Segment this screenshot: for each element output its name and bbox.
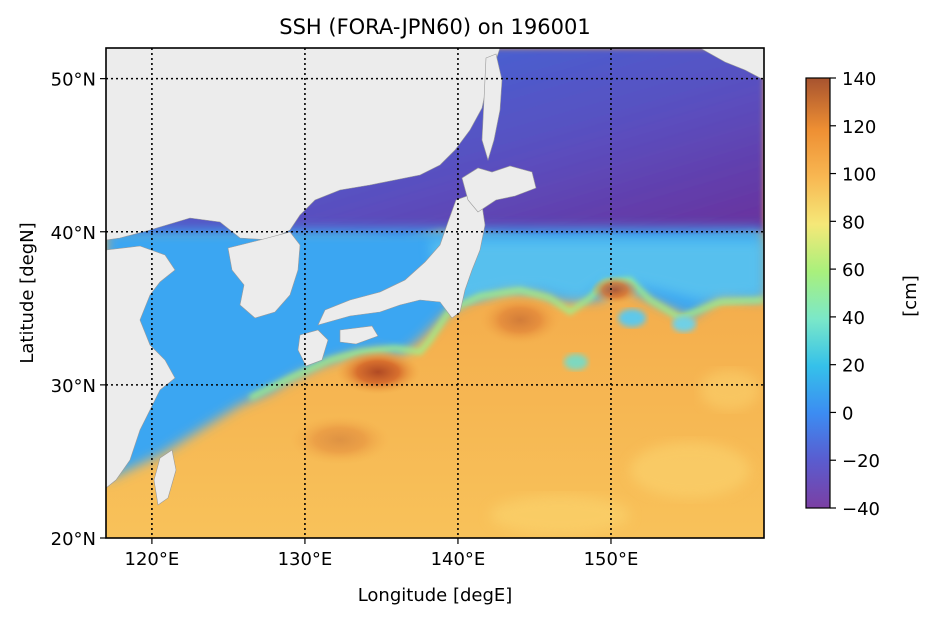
colorbar-tick-label: 140 — [842, 69, 876, 90]
colorbar-tick-label: 40 — [842, 308, 865, 329]
cold-eddy-1 — [618, 309, 646, 327]
land — [106, 48, 764, 506]
warm-eddy-145e — [480, 296, 560, 344]
kuroshio-core — [336, 350, 420, 394]
x-tick-label: 150°E — [584, 549, 639, 570]
y-tick-label: 40°N — [51, 223, 96, 244]
warm-patch-south — [290, 416, 390, 464]
chart-title: SSH (FORA-JPN60) on 196001 — [279, 15, 590, 39]
x-tick-label: 120°E — [125, 549, 180, 570]
y-axis-label: Latitude [degN] — [17, 222, 38, 363]
kuroshio-front — [248, 277, 764, 401]
x-axis: 120°E 130°E 140°E 150°E — [125, 538, 639, 570]
x-tick-label: 130°E — [278, 549, 333, 570]
colorbar-tick-label: −40 — [842, 499, 880, 520]
colorbar-tick-label: −20 — [842, 451, 880, 472]
map-frame — [105, 47, 765, 539]
cold-eddy-2 — [672, 316, 696, 332]
x-tick-label: 140°E — [431, 549, 486, 570]
colorbar-label: [cm] — [900, 275, 921, 316]
colorbar-gradient — [805, 77, 831, 509]
x-axis-label: Longitude [degE] — [358, 585, 513, 606]
colorbar-tick-label: 100 — [842, 165, 876, 186]
yellow-patch-1 — [630, 442, 750, 498]
y-tick-label: 20°N — [51, 529, 96, 550]
cold-eddy-3 — [564, 354, 588, 370]
y-tick-label: 30°N — [51, 376, 96, 397]
colorbar-ticks: −40 −20 0 20 40 60 80 100 120 140 — [830, 69, 880, 520]
warm-eddy-150e — [591, 276, 639, 304]
transition-light — [430, 240, 764, 300]
ssh-map — [106, 48, 764, 538]
yellow-patch-3 — [700, 370, 760, 410]
colorbar-tick-label: 60 — [842, 260, 865, 281]
colorbar: −40 −20 0 20 40 60 80 100 120 140 [cm] — [805, 69, 921, 520]
colorbar-tick-label: 0 — [842, 403, 853, 424]
yellow-patch-2 — [490, 495, 630, 535]
y-tick-label: 50°N — [51, 70, 96, 91]
colorbar-tick-label: 80 — [842, 212, 865, 233]
y-axis: 20°N 30°N 40°N 50°N — [51, 70, 106, 550]
colorbar-tick-label: 20 — [842, 356, 865, 377]
gridlines — [106, 48, 764, 538]
colorbar-tick-label: 120 — [842, 117, 876, 138]
